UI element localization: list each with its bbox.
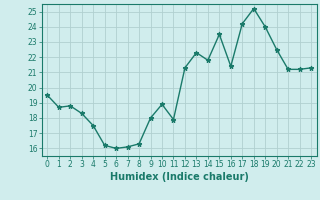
X-axis label: Humidex (Indice chaleur): Humidex (Indice chaleur) xyxy=(110,172,249,182)
